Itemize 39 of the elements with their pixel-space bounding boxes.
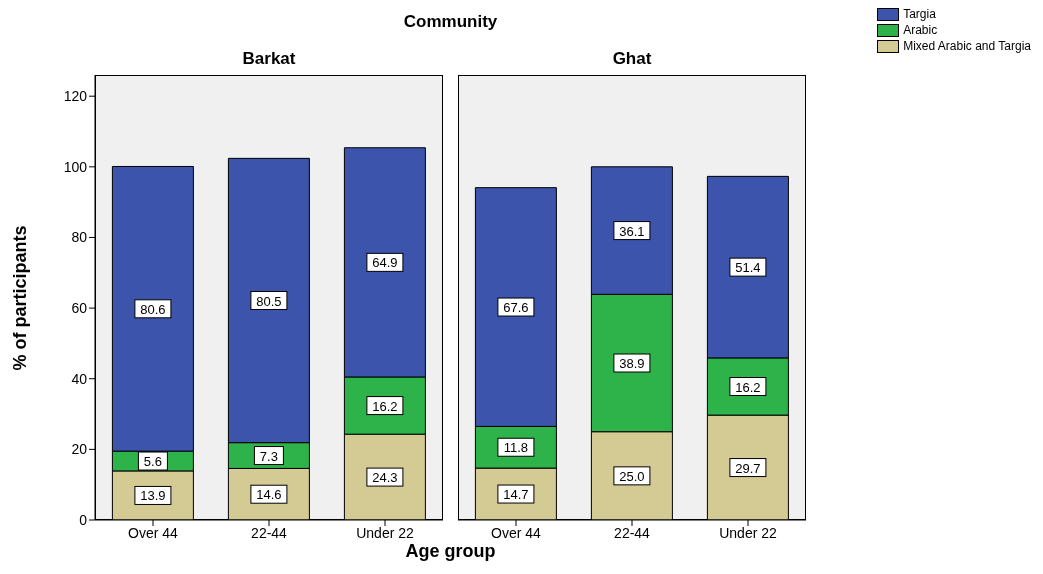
y-tick-label: 60 (71, 300, 88, 317)
data-label: 38.9 (619, 356, 645, 372)
y-tick-label: 120 (63, 88, 88, 105)
y-axis-title: % of participants (9, 224, 31, 371)
data-label: 7.3 (259, 448, 278, 464)
data-label: 29.7 (735, 460, 761, 476)
data-label: 24.3 (372, 470, 398, 486)
text: Community (402, 12, 499, 32)
legend-label: Mixed Arabic and Targia (903, 39, 1031, 53)
x-tick-label: Over 44 (491, 524, 542, 541)
data-label: 25.0 (619, 468, 645, 484)
y-tick-label: 40 (71, 370, 88, 387)
data-label: 14.7 (503, 487, 529, 503)
data-label: 14.6 (256, 487, 282, 503)
y-tick-label: 20 (71, 441, 88, 458)
x-tick-label: 22-44 (614, 524, 651, 541)
x-tick-label: Under 22 (719, 524, 778, 541)
chart-title: Ghat (611, 49, 653, 69)
data-label: 67.6 (503, 300, 529, 316)
y-tick-label: 80 (71, 229, 88, 246)
data-label: 51.4 (735, 260, 761, 276)
x-axis-title: Age group (404, 541, 497, 562)
data-label: 5.6 (143, 454, 162, 470)
data-label: 16.2 (372, 398, 398, 414)
y-tick-label: 100 (63, 158, 88, 175)
data-label: 13.9 (140, 488, 166, 504)
chart-title: Barkat (241, 49, 297, 69)
data-label: 80.6 (140, 301, 166, 317)
data-label: 11.8 (503, 440, 529, 456)
data-label: 64.9 (372, 255, 398, 271)
data-label: 80.5 (256, 293, 282, 309)
data-label: 36.1 (619, 223, 645, 239)
x-tick-label: 22-44 (251, 524, 288, 541)
x-tick-label: Over 44 (128, 524, 179, 541)
legend-label: Targia (903, 7, 936, 21)
y-tick-label: 0 (79, 511, 88, 528)
legend-label: Arabic (903, 23, 938, 37)
x-tick-label: Under 22 (356, 524, 415, 541)
data-label: 16.2 (735, 379, 761, 395)
